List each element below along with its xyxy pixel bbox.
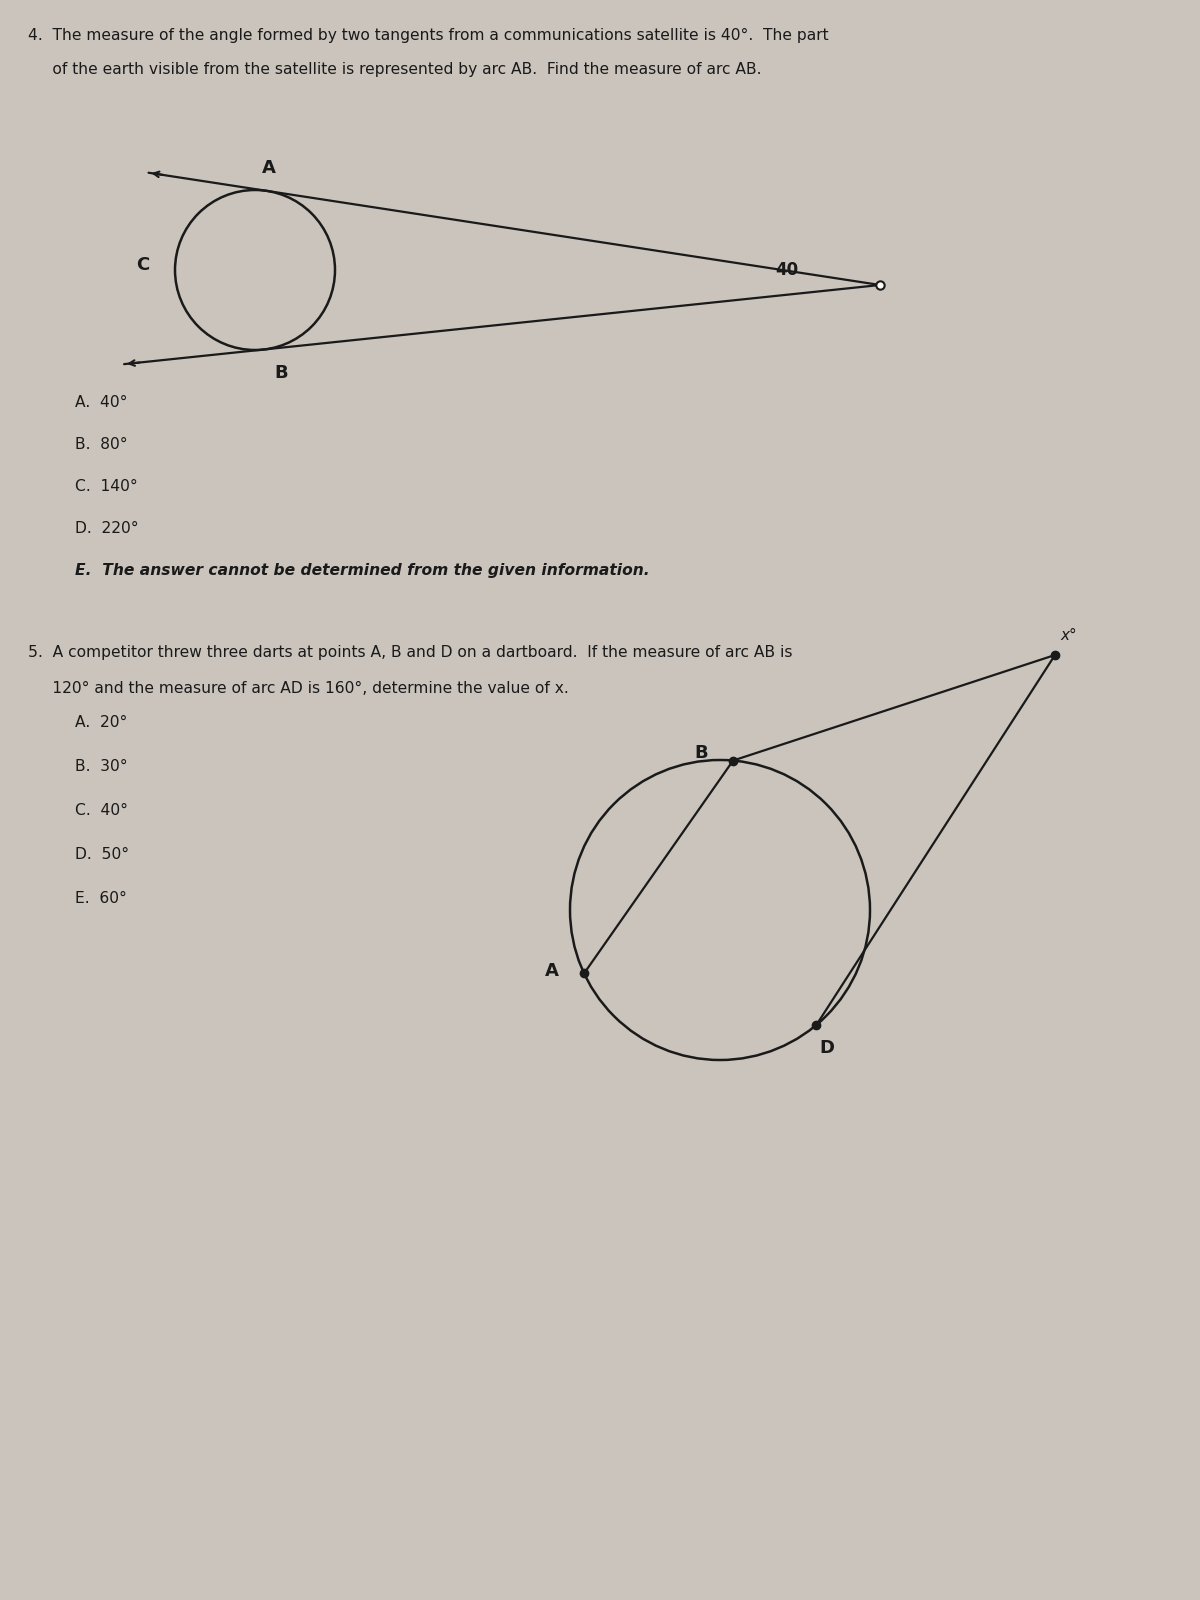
Text: B.  30°: B. 30° [74,758,127,774]
Text: of the earth visible from the satellite is represented by arc AB.  Find the meas: of the earth visible from the satellite … [28,62,762,77]
Text: C.  40°: C. 40° [74,803,128,818]
Text: 120° and the measure of arc AD is 160°, determine the value of x.: 120° and the measure of arc AD is 160°, … [28,682,569,696]
Text: 4.  The measure of the angle formed by two tangents from a communications satell: 4. The measure of the angle formed by tw… [28,27,829,43]
Text: B: B [275,363,288,381]
Text: A.  40°: A. 40° [74,395,127,410]
Text: A: A [263,158,276,178]
Text: A: A [545,962,559,981]
Text: D.  50°: D. 50° [74,846,130,862]
Text: E.  The answer cannot be determined from the given information.: E. The answer cannot be determined from … [74,563,649,578]
Text: A.  20°: A. 20° [74,715,127,730]
Text: D.  220°: D. 220° [74,522,139,536]
Text: C.  140°: C. 140° [74,478,138,494]
Text: 5.  A competitor threw three darts at points A, B and D on a dartboard.  If the : 5. A competitor threw three darts at poi… [28,645,792,659]
Text: C: C [137,256,150,274]
Text: B.  80°: B. 80° [74,437,127,451]
Text: D: D [818,1038,834,1058]
Text: B: B [695,744,708,762]
Text: 40: 40 [775,261,798,278]
Text: E.  60°: E. 60° [74,891,127,906]
Text: x°: x° [1060,627,1076,643]
